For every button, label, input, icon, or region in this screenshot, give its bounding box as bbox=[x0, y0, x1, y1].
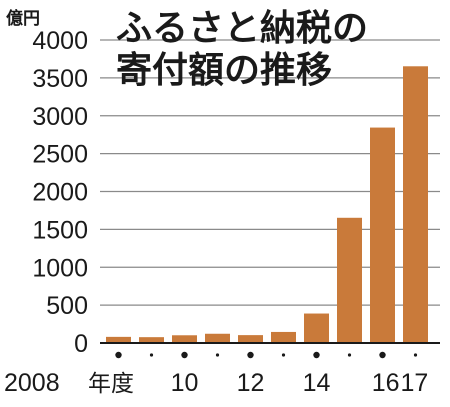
bar bbox=[337, 217, 362, 343]
bar bbox=[205, 333, 230, 343]
x-tick-label: 2008 bbox=[4, 369, 60, 397]
y-tick-label: 0 bbox=[74, 330, 88, 358]
gridlines bbox=[100, 39, 440, 306]
x-tick-dot bbox=[413, 353, 418, 357]
x-tick-dot bbox=[347, 353, 352, 357]
x-tick-dot bbox=[149, 353, 154, 357]
x-tick-dot bbox=[379, 351, 386, 359]
x-tick-dot bbox=[281, 353, 286, 357]
bar bbox=[238, 335, 263, 343]
y-tick-label: 1500 bbox=[32, 216, 88, 244]
x-tick-label: 14 bbox=[303, 369, 331, 397]
bars bbox=[106, 66, 428, 343]
chart-title-line-1: ふるさと納税の bbox=[116, 8, 368, 49]
bar bbox=[304, 313, 329, 343]
x-tick-dot bbox=[181, 351, 188, 359]
bar bbox=[403, 66, 428, 343]
x-tick-dot bbox=[115, 351, 122, 359]
y-tick-label: 3000 bbox=[32, 103, 88, 131]
x-tick-dot bbox=[247, 351, 254, 359]
y-tick-label: 1000 bbox=[32, 254, 88, 282]
axes bbox=[100, 342, 440, 359]
bar bbox=[370, 127, 395, 343]
x-tick-label: 12 bbox=[237, 369, 265, 397]
y-tick-label: 2000 bbox=[32, 179, 88, 207]
x-axis-suffix: 年度 bbox=[88, 371, 134, 397]
bar bbox=[139, 337, 164, 343]
x-tick-dot bbox=[215, 353, 220, 357]
x-tick-label: 17 bbox=[401, 369, 429, 397]
unit-label: 億円 bbox=[6, 8, 40, 29]
y-tick-label: 500 bbox=[46, 292, 88, 320]
bar bbox=[172, 335, 197, 343]
y-tick-label: 4000 bbox=[32, 27, 88, 55]
y-tick-label: 2500 bbox=[32, 141, 88, 169]
labels: 0 500 1000 1500 2000 2500 3000 3500 4000 2008 10 12… bbox=[4, 27, 428, 397]
bar bbox=[106, 336, 131, 343]
bar bbox=[271, 331, 296, 343]
x-tick-label: 16 bbox=[372, 369, 400, 397]
x-tick-label: 10 bbox=[171, 369, 199, 397]
x-tick-dot bbox=[313, 351, 320, 359]
y-tick-label: 3500 bbox=[32, 65, 88, 93]
chart-title-line-2: 寄付額の推移 bbox=[116, 50, 332, 91]
